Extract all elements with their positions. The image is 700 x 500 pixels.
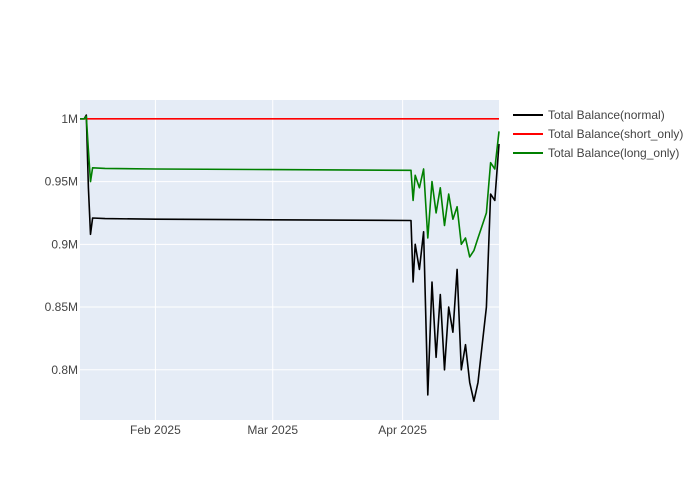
y-tick-label: 0.95M — [45, 175, 78, 189]
x-tick-label: Feb 2025 — [130, 423, 181, 437]
legend-label: Total Balance(long_only) — [548, 146, 679, 160]
y-tick-label: 1M — [61, 112, 78, 126]
legend: Total Balance(normal) Total Balance(short… — [513, 108, 683, 160]
y-axis-ticks: 0.8M 0.85M 0.9M 0.95M 1M — [45, 112, 78, 377]
x-tick-label: Apr 2025 — [378, 423, 427, 437]
grid-lines — [80, 100, 499, 420]
x-tick-label: Mar 2025 — [247, 423, 298, 437]
series-line-2 — [80, 115, 500, 258]
series-lines — [80, 114, 500, 403]
legend-label: Total Balance(normal) — [548, 108, 665, 122]
y-tick-label: 0.9M — [51, 237, 78, 251]
y-tick-label: 0.85M — [45, 300, 78, 314]
x-axis-ticks: Feb 2025 Mar 2025 Apr 2025 — [130, 423, 427, 437]
series-line-0 — [80, 114, 500, 403]
plot-area — [80, 100, 499, 420]
legend-label: Total Balance(short_only) — [548, 127, 683, 141]
y-tick-label: 0.8M — [51, 363, 78, 377]
